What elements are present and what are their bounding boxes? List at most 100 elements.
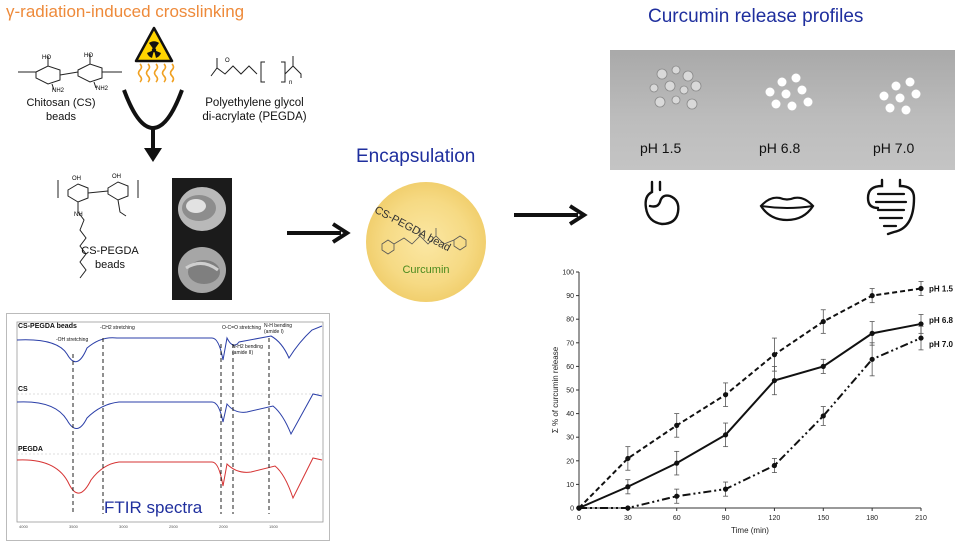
y-tick-label: 70 bbox=[566, 340, 574, 347]
series-label: pH 6.8 bbox=[929, 316, 954, 325]
series-label: pH 7.0 bbox=[929, 340, 954, 349]
data-point bbox=[771, 377, 778, 384]
svg-text:n: n bbox=[289, 80, 292, 86]
series-label: pH 1.5 bbox=[929, 285, 954, 294]
svg-text:1500: 1500 bbox=[269, 524, 279, 529]
crosslinking-title: γ-radiation-induced crosslinking bbox=[6, 2, 245, 21]
x-axis-label: Time (min) bbox=[731, 526, 769, 535]
x-tick-label: 120 bbox=[769, 515, 781, 522]
beads-photo bbox=[610, 50, 955, 170]
photo-label-ph15: pH 1.5 bbox=[640, 140, 682, 156]
sem-image-top bbox=[172, 178, 232, 240]
y-tick-label: 50 bbox=[566, 388, 574, 395]
svg-text:O: O bbox=[225, 58, 230, 64]
ftir-annotation-nh: N-H bending (amide I) bbox=[264, 323, 293, 335]
x-tick-label: 210 bbox=[915, 515, 927, 522]
radiation-waves bbox=[137, 63, 175, 83]
svg-text:HO: HO bbox=[42, 55, 51, 61]
svg-text:3000: 3000 bbox=[119, 524, 129, 529]
stomach-icon bbox=[644, 180, 680, 226]
photo-label-ph68: pH 6.8 bbox=[759, 140, 801, 156]
y-tick-label: 100 bbox=[562, 270, 574, 277]
chitosan-label-1: Chitosan (CS) bbox=[26, 97, 96, 109]
arrow-to-encapsulation bbox=[287, 222, 351, 244]
series-line bbox=[578, 322, 922, 509]
ftir-label-cs: CS bbox=[18, 386, 28, 393]
x-tick-label: 60 bbox=[673, 515, 681, 522]
data-point bbox=[820, 318, 826, 325]
svg-text:NH: NH bbox=[74, 212, 83, 218]
x-tick-label: 0 bbox=[577, 515, 581, 522]
y-tick-label: 60 bbox=[566, 364, 574, 371]
data-point bbox=[869, 330, 875, 336]
ftir-annotation-oco: O-C=O stretching bbox=[222, 325, 262, 331]
ftir-annotation-oh: -OH stretching bbox=[56, 337, 89, 343]
data-point bbox=[771, 352, 778, 358]
ftir-annotation-nh2: N-H2 bending (amide II) bbox=[232, 344, 263, 356]
encapsulation-title: Encapsulation bbox=[356, 146, 476, 167]
cs-pegda-structure: OH OH NH bbox=[57, 174, 139, 279]
photo-label-ph70: pH 7.0 bbox=[873, 140, 915, 156]
x-tick-label: 180 bbox=[866, 515, 878, 522]
data-point bbox=[674, 493, 680, 499]
svg-text:3500: 3500 bbox=[69, 524, 79, 529]
y-tick-label: 10 bbox=[566, 482, 574, 489]
x-tick-label: 30 bbox=[624, 515, 632, 522]
svg-text:OH: OH bbox=[112, 174, 121, 180]
svg-text:NH2: NH2 bbox=[96, 86, 109, 92]
y-tick-label: 0 bbox=[570, 506, 574, 513]
data-point bbox=[674, 460, 680, 466]
intestine-icon bbox=[866, 178, 916, 236]
svg-text:HO: HO bbox=[84, 53, 93, 59]
ftir-label-cs-pegda: CS-PEGDA beads bbox=[18, 323, 77, 330]
ftir-panel: 4000 3500 3000 2500 2000 1500 bbox=[6, 313, 330, 541]
svg-text:4000: 4000 bbox=[19, 524, 29, 529]
data-point bbox=[918, 321, 924, 327]
x-tick-label: 150 bbox=[817, 515, 829, 522]
y-tick-label: 80 bbox=[566, 317, 574, 324]
pegda-label-1: Polyethylene glycol bbox=[205, 97, 304, 109]
chitosan-label-2: beads bbox=[46, 111, 76, 123]
data-point bbox=[722, 392, 729, 398]
sem-image-bottom bbox=[172, 240, 232, 300]
release-chart: 0 30 60 90 120 150 180 210 0 10 20 30 40 50 60 70 80 90 10… bbox=[551, 270, 954, 536]
series-line bbox=[579, 337, 922, 509]
data-point bbox=[918, 285, 924, 292]
data-point bbox=[625, 505, 631, 511]
data-point bbox=[722, 486, 729, 492]
y-tick-label: 20 bbox=[566, 458, 574, 465]
chitosan-structure: HO HO NH2 NH2 bbox=[18, 53, 122, 92]
cs-pegda-label-2: beads bbox=[95, 259, 125, 271]
svg-text:2500: 2500 bbox=[169, 524, 179, 529]
data-point bbox=[820, 413, 826, 419]
y-tick-label: 30 bbox=[566, 435, 574, 442]
radiation-hazard-icon bbox=[134, 26, 174, 63]
data-point bbox=[625, 455, 631, 462]
data-point bbox=[576, 505, 582, 511]
release-title: Curcumin release profiles bbox=[648, 6, 864, 27]
ftir-annotation-ch2: -CH2 stretching bbox=[100, 325, 135, 331]
data-point bbox=[722, 432, 729, 438]
cs-pegda-bead bbox=[366, 182, 486, 302]
arrow-to-release bbox=[514, 204, 588, 226]
pegda-structure: O n bbox=[210, 56, 302, 86]
y-tick-label: 40 bbox=[566, 411, 574, 418]
ftir-label-pegda: PEGDA bbox=[18, 446, 43, 453]
data-point bbox=[918, 335, 924, 341]
merge-arrow bbox=[122, 89, 184, 162]
ftir-title: FTIR spectra bbox=[104, 498, 203, 517]
svg-text:2000: 2000 bbox=[219, 524, 229, 529]
y-axis-label: Σ % of curcumin release bbox=[551, 346, 560, 433]
data-point bbox=[869, 293, 875, 299]
data-point bbox=[625, 484, 631, 490]
cs-pegda-label-1: CS-PEGDA bbox=[81, 245, 139, 257]
pegda-label-2: di-acrylate (PEGDA) bbox=[202, 111, 307, 123]
x-tick-label: 90 bbox=[722, 515, 730, 522]
data-point bbox=[869, 356, 875, 362]
data-point bbox=[820, 363, 826, 369]
bead-cargo-label: Curcumin bbox=[402, 264, 450, 276]
svg-text:NH2: NH2 bbox=[52, 88, 65, 92]
data-point bbox=[771, 462, 778, 469]
lips-icon bbox=[759, 196, 815, 222]
y-tick-label: 90 bbox=[566, 293, 574, 300]
